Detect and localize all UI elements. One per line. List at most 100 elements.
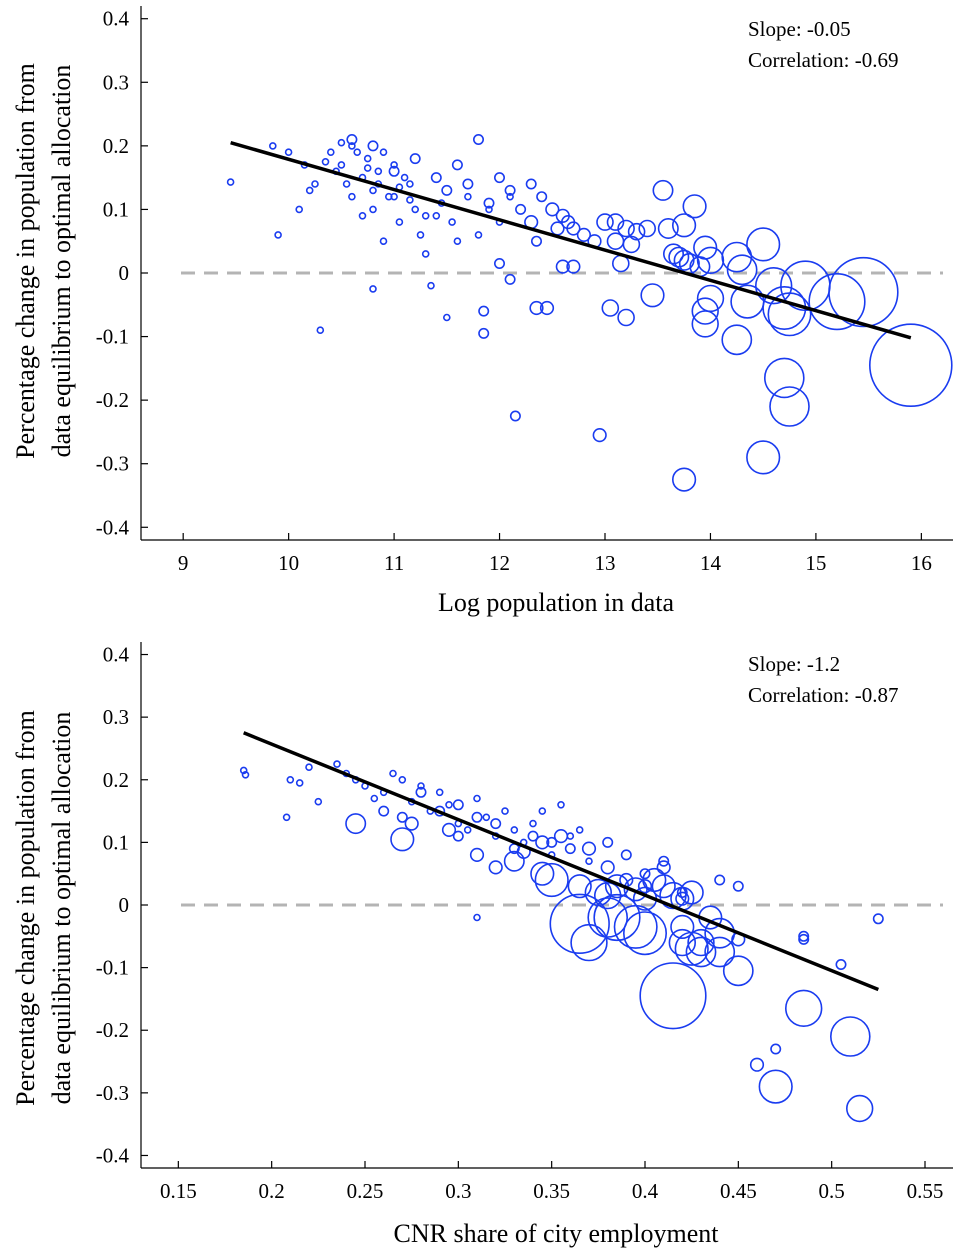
scatter-point [482,813,491,822]
scatter-point [566,221,581,236]
y-tick-label: -0.3 [96,452,129,476]
scatter-point [575,826,584,834]
scatter-point [696,246,725,274]
tick-labels: 0.15 0.2 0.25 0.3 0.35 0.4 0.45 0.5 0.55 0.4 0.3 0.… [96,643,944,1203]
x-tick-label: 0.3 [445,1179,471,1203]
scatter-point [369,285,377,293]
bottom-scatter-panel: 0.15 0.2 0.25 0.3 0.35 0.4 0.45 0.5 0.55 0.4 0.3 0.… [11,642,953,1248]
x-tick-label: 14 [700,551,722,575]
scatter-point [493,257,505,269]
scatter-point [398,775,407,784]
scatter-point [640,283,665,308]
scatter-point [282,813,291,822]
y-tick-label: 0.1 [103,830,129,854]
y-axis-label-line2: data equilibrium to optimal allocation [47,712,76,1105]
x-tick-label: 0.15 [160,1179,197,1203]
scatter-point [268,142,277,150]
tick-labels: 9 10 11 12 13 14 15 16 0.4 0.3 0.2 0.1 0 -0.1 -0.2 -0.3… [96,7,932,575]
x-tick-label: 15 [805,551,826,575]
scatter-point [600,860,615,875]
scatter-point [384,192,393,201]
scatter-point [613,904,658,949]
scatter-point [627,222,646,241]
scatter-point [388,165,400,177]
scatter-point [515,203,527,215]
scatter-point [538,807,547,815]
scatter-point [509,410,521,422]
scatter-point [535,835,550,850]
x-tick-label: 0.5 [819,1179,845,1203]
scatter-point [549,893,610,954]
scatter-point [321,158,330,166]
scatter-point [295,779,304,787]
scatter-point [620,849,632,861]
scatter-point [478,327,490,339]
scatter-point [342,180,351,188]
scatter-point [798,930,810,942]
regression-line [243,731,879,992]
correlation-annotation: Correlation: -0.69 [748,48,898,72]
scatter-point [606,213,625,231]
scatter-point [829,1016,871,1057]
scatter-point [305,763,313,772]
scatter-point [448,218,456,226]
scatter-point [530,235,542,247]
scatter-point [326,148,335,156]
scatter-point [576,227,592,242]
scatter-point [421,212,430,220]
scatter-point [555,259,570,274]
scatter-point [691,310,719,338]
scatter-point [798,933,810,945]
scatter-point [485,205,493,214]
scatter-point [593,893,641,942]
scatter-point [557,800,565,809]
scatter-point [369,205,377,214]
scatter-point [378,805,390,817]
scatter-point [602,836,614,848]
scatter-point [749,1057,765,1072]
x-tick-label: 16 [911,551,932,575]
scatter-point [722,955,754,987]
scatter-point [471,811,483,823]
scatter-point [769,386,810,427]
scatter-point [358,212,367,220]
scatter-point [767,292,812,337]
scatter-point [693,235,718,260]
scatter-point [445,800,453,809]
scatter-point [462,178,474,190]
scatter-point [452,830,464,842]
scatter-point [363,164,372,172]
y-tick-label: 0 [119,261,130,285]
scatter-point [808,273,866,331]
scatter-point [704,917,736,949]
scatter-point [504,184,516,196]
y-tick-label: 0.4 [103,643,130,667]
scatter-point [617,308,635,327]
scatter-point [639,868,651,880]
scatter-point [566,259,581,274]
scatter-point [374,167,383,176]
data-points [226,134,953,492]
fit-line [230,140,912,340]
scatter-point [679,880,704,905]
scatter-point [474,231,483,239]
scatter-point [395,218,404,226]
scatter-point [305,186,314,195]
scatter-point [396,811,408,823]
scatter-point [390,161,398,169]
scatter-point [427,281,435,290]
x-tick-label: 10 [278,551,299,575]
y-tick-label: 0 [119,893,130,917]
scatter-point [868,323,953,408]
x-tick-label: 9 [178,551,189,575]
scatter-point [400,173,409,182]
y-axis-label-line2: data equilibrium to optimal allocation [47,65,76,458]
scatter-point [452,799,464,811]
scatter-point [587,897,629,938]
x-tick-label: 0.4 [632,1179,659,1203]
scatter-point [592,428,607,443]
scatter-point [534,862,569,898]
scatter-point [367,140,379,152]
y-tick-label: -0.4 [96,515,130,539]
